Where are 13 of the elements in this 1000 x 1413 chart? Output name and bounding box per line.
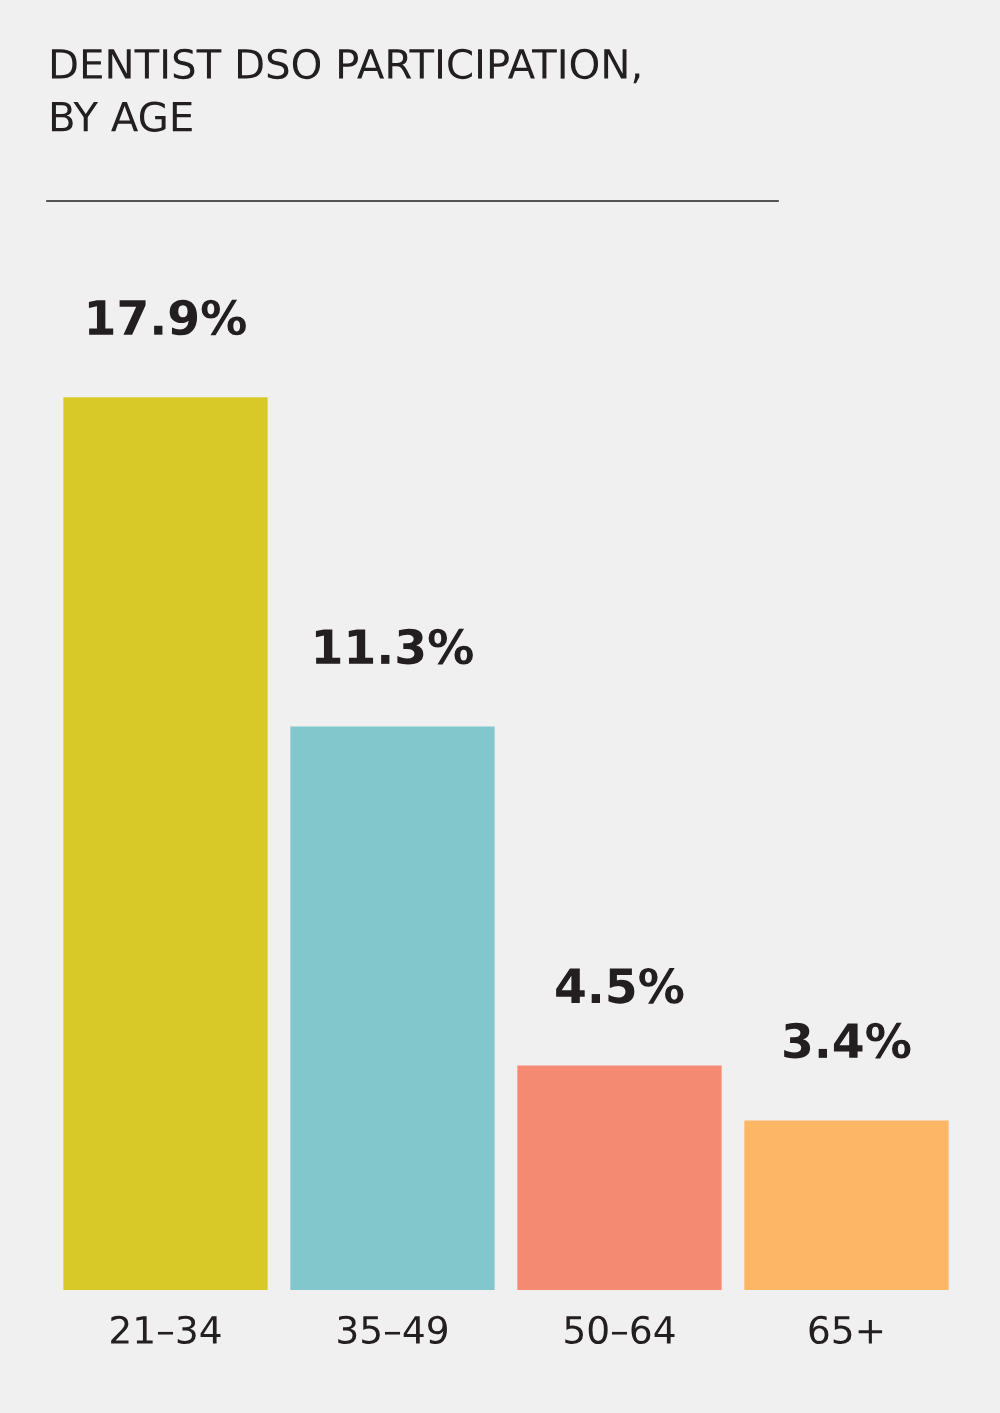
data-label: 17.9%	[88, 299, 246, 336]
data-label: 3.4%	[784, 1022, 911, 1059]
bar	[63, 397, 268, 1290]
x-tick-label: 65+	[809, 1315, 883, 1345]
bar	[517, 1065, 722, 1290]
chart-title: DENTIST DSO PARTICIPATION, BY AGE	[51, 48, 640, 132]
x-tick-label: 50–64	[565, 1315, 675, 1345]
data-label: 4.5%	[556, 967, 684, 1004]
x-tick-label: 35–49	[338, 1315, 447, 1345]
data-label: 11.3%	[315, 628, 473, 665]
bar	[290, 726, 495, 1290]
x-tick-label: 21–34	[111, 1315, 221, 1345]
bar	[744, 1120, 949, 1290]
